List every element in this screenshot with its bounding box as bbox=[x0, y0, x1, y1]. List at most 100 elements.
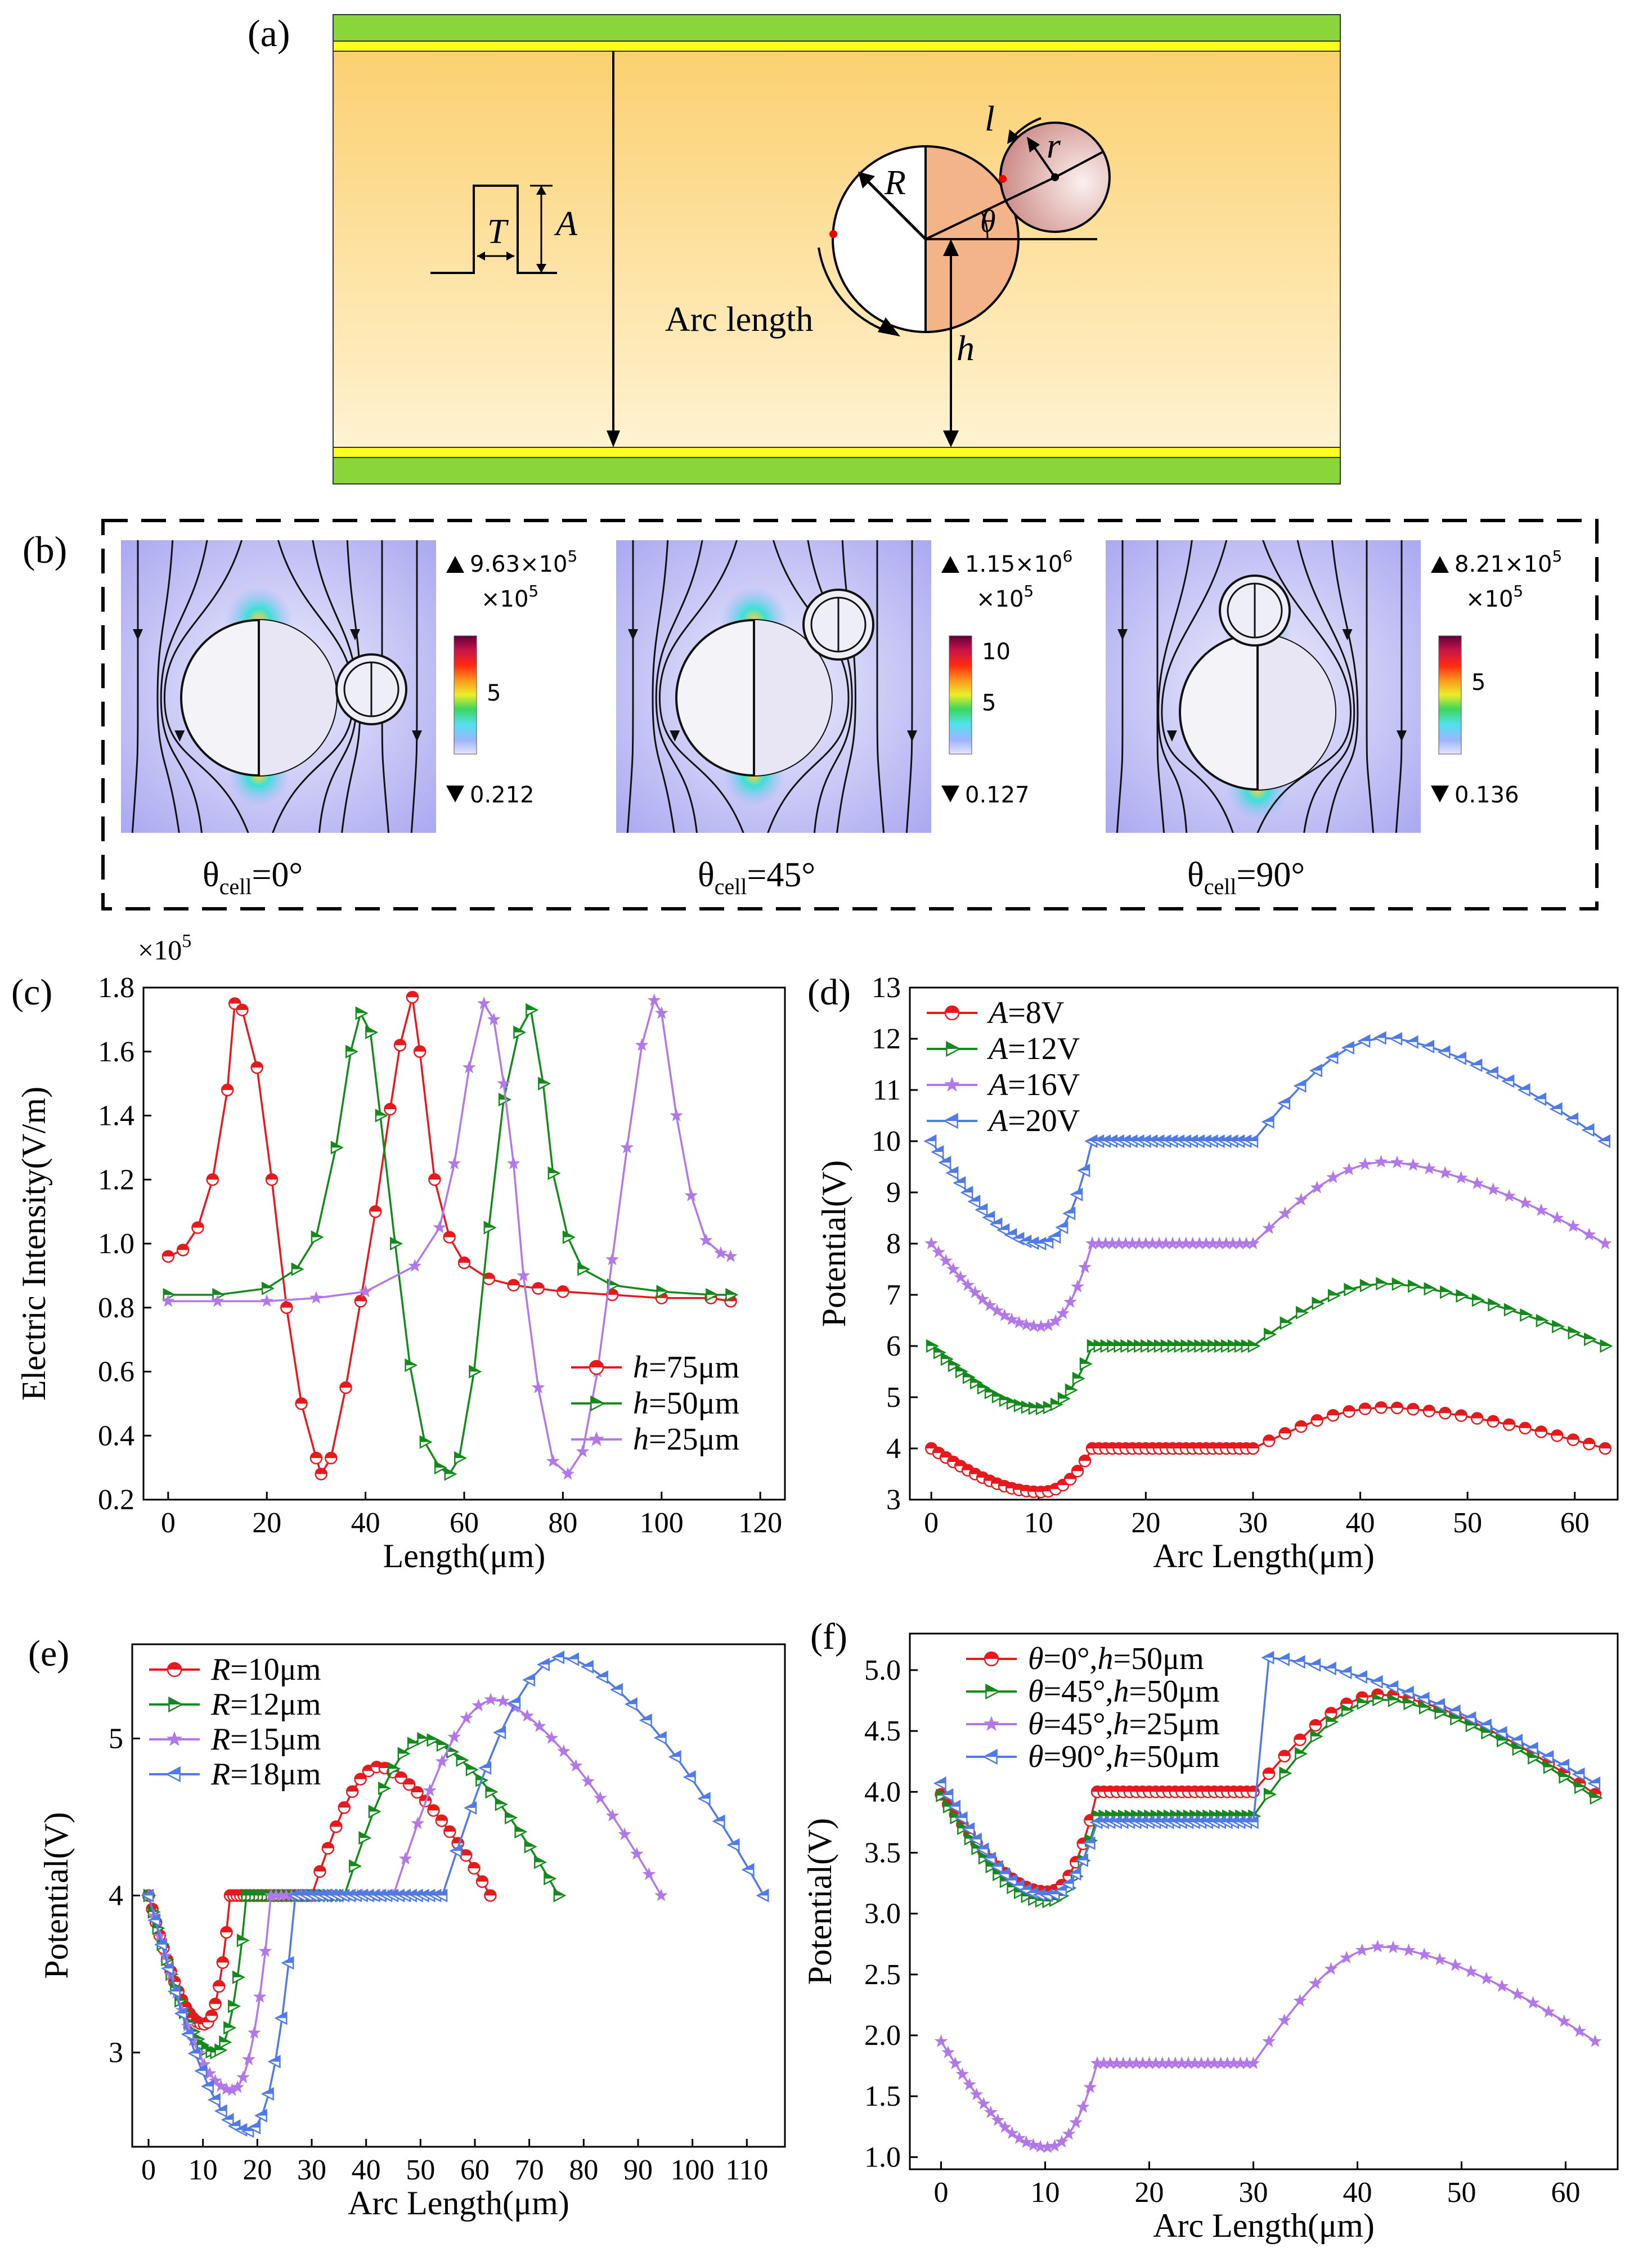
marker-star bbox=[1358, 1157, 1372, 1170]
colorbar-tick-5: 5 bbox=[487, 680, 501, 706]
arc-start-dot bbox=[829, 230, 837, 238]
marker-circle-fill bbox=[1279, 1428, 1291, 1434]
marker-triangle-fill bbox=[1295, 1748, 1307, 1754]
marker-circle-fill bbox=[325, 1452, 337, 1459]
x-tick-label: 0 bbox=[161, 1507, 176, 1539]
marker-triangle-fill bbox=[379, 1782, 390, 1788]
marker-tri-left-fill bbox=[954, 1177, 966, 1183]
marker-tri-left-fill bbox=[1359, 1035, 1370, 1042]
marker-star bbox=[699, 1233, 713, 1246]
marker-tri-left-fill bbox=[1573, 1768, 1584, 1774]
chart-f: 0 10 20 30 40 50 60 1.0 1.5 2.0 2.5 3.0 3.5 4.0 4.5 5.0… bbox=[801, 1616, 1619, 2244]
marker-tri-left-fill bbox=[1034, 1889, 1045, 1895]
marker-star bbox=[208, 2074, 222, 2087]
marker-circle-fill bbox=[1551, 1430, 1563, 1436]
marker-star bbox=[1355, 1943, 1369, 1956]
marker-triangle-fill bbox=[469, 1366, 481, 1372]
marker-tri-left-fill bbox=[1503, 1075, 1514, 1082]
legend-text: =25μm bbox=[649, 1422, 739, 1457]
marker-circle-fill bbox=[384, 1103, 396, 1110]
field-maps: 9.63×105×10550.212θcell=0°1.15×106×10551… bbox=[121, 540, 1562, 899]
streamline bbox=[1116, 540, 1124, 833]
marker-circle-fill bbox=[1309, 1720, 1321, 1726]
legend-label: θ=0°,h=50μm bbox=[1028, 1641, 1204, 1676]
marker-circle-fill bbox=[414, 1046, 426, 1052]
marker-triangle-fill bbox=[1600, 1340, 1611, 1346]
marker-triangle-fill bbox=[1264, 1788, 1276, 1795]
panel-a: (a) T A R r l bbox=[248, 12, 1341, 485]
marker-circle-fill bbox=[1567, 1434, 1579, 1440]
marker-triangle-fill bbox=[1344, 1284, 1355, 1290]
marker-star bbox=[1438, 1166, 1452, 1179]
marker-tri-left-fill bbox=[970, 1833, 981, 1840]
streamline-arrow bbox=[1397, 730, 1407, 742]
panel-a-label: (a) bbox=[248, 12, 290, 55]
marker-tri-left-fill bbox=[1418, 1693, 1429, 1699]
marker-tri-left-fill bbox=[1020, 1236, 1031, 1242]
marker-tri-left-fill bbox=[949, 1801, 960, 1807]
legend-item: θ=0°,h=50μm bbox=[966, 1641, 1204, 1676]
marker-star bbox=[532, 1719, 546, 1732]
legend-text: =15μm bbox=[230, 1722, 321, 1757]
series-c-1 bbox=[163, 1003, 739, 1481]
marker-circle-fill bbox=[1391, 1402, 1403, 1408]
marker-tri-left-fill bbox=[1295, 1080, 1306, 1086]
marker-circle-fill bbox=[428, 1805, 439, 1811]
y-tick-label: 8 bbox=[886, 1228, 901, 1260]
marker-circle-fill bbox=[940, 1452, 952, 1458]
x-tick-label: 30 bbox=[1238, 1507, 1268, 1539]
marker-circle-fill bbox=[217, 1957, 228, 1963]
marker-star bbox=[496, 1694, 510, 1707]
marker-triangle-fill bbox=[1466, 1720, 1478, 1726]
marker-star bbox=[1502, 1188, 1516, 1202]
marker-triangle-fill bbox=[398, 1748, 409, 1754]
marker-tri-left-fill bbox=[969, 1196, 980, 1202]
marker-star bbox=[1386, 1940, 1400, 1953]
min-triangle-icon bbox=[1431, 786, 1449, 802]
marker-tri-left-fill bbox=[1294, 1656, 1305, 1662]
y-tick-label: 0.2 bbox=[98, 1484, 134, 1516]
marker-tri-left-fill bbox=[757, 1890, 769, 1896]
marker-tri-left-fill bbox=[984, 1750, 997, 1757]
marker-triangle-fill bbox=[224, 2022, 235, 2028]
marker-triangle-fill bbox=[237, 1935, 249, 1941]
marker-star bbox=[948, 2056, 962, 2070]
marker-star bbox=[1278, 1206, 1292, 1219]
x-tick-label: 80 bbox=[548, 1507, 577, 1539]
marker-tri-left-fill bbox=[436, 1890, 447, 1896]
series-d-0 bbox=[924, 1401, 1611, 1499]
series-c-2 bbox=[161, 993, 738, 1480]
theta-cell-caption: θcell=0° bbox=[203, 856, 303, 899]
marker-star bbox=[166, 1731, 183, 1746]
colorbar-max-value: 9.63×105 bbox=[470, 547, 577, 577]
streamline bbox=[655, 540, 703, 833]
y-tick-label: 5.0 bbox=[864, 1654, 901, 1686]
marker-tri-left-fill bbox=[1020, 1884, 1031, 1890]
marker-circle-fill bbox=[1325, 1707, 1337, 1713]
marker-tri-left-fill bbox=[684, 1771, 695, 1778]
marker-circle-fill bbox=[977, 1472, 989, 1478]
streamline bbox=[1161, 540, 1234, 833]
legend-symbol: R bbox=[210, 1757, 230, 1792]
marker-triangle-fill bbox=[934, 1347, 945, 1353]
marker-star bbox=[210, 1294, 225, 1307]
x-tick-label: 40 bbox=[352, 2154, 381, 2186]
marker-tri-left-fill bbox=[962, 1187, 973, 1193]
marker-triangle-fill bbox=[535, 1856, 546, 1863]
marker-circle-fill bbox=[236, 1004, 248, 1010]
y-axis-label: Potential(V) bbox=[801, 1818, 838, 1985]
marker-circle-fill bbox=[411, 1787, 423, 1793]
marker-triangle-fill bbox=[1424, 1283, 1435, 1289]
marker-triangle-fill bbox=[291, 1263, 303, 1269]
marker-tri-left-fill bbox=[1263, 1652, 1274, 1658]
marker-circle-fill bbox=[395, 1772, 407, 1778]
streamline bbox=[156, 540, 180, 833]
marker-triangle-fill bbox=[1528, 1752, 1539, 1758]
streamline bbox=[1366, 540, 1375, 833]
series-f-2 bbox=[934, 1940, 1602, 2154]
colorbar-max-value: 8.21×105 bbox=[1455, 547, 1562, 577]
marker-star bbox=[984, 2105, 998, 2119]
marker-circle-fill bbox=[948, 1456, 959, 1462]
marker-star bbox=[654, 1006, 668, 1019]
marker-tri-left-fill bbox=[947, 1167, 958, 1173]
